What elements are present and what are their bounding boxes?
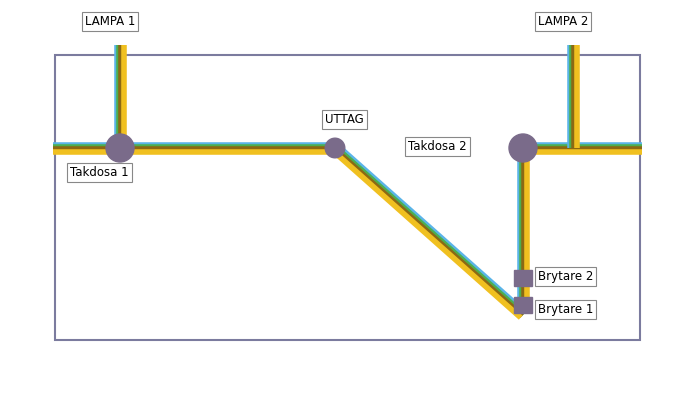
Text: Takdosa 1: Takdosa 1: [70, 166, 129, 179]
Circle shape: [106, 134, 134, 162]
Text: Brytare 2: Brytare 2: [538, 270, 594, 283]
Circle shape: [326, 138, 345, 158]
Text: LAMPA 2: LAMPA 2: [538, 15, 589, 28]
Text: LAMPA 1: LAMPA 1: [85, 15, 135, 28]
Text: Brytare 1: Brytare 1: [538, 303, 594, 316]
Bar: [514, 297, 532, 313]
Circle shape: [509, 134, 537, 162]
Text: Takdosa 2: Takdosa 2: [408, 140, 467, 153]
Bar: [514, 270, 532, 286]
Text: UTTAG: UTTAG: [325, 113, 364, 126]
Bar: [55, 55, 640, 340]
